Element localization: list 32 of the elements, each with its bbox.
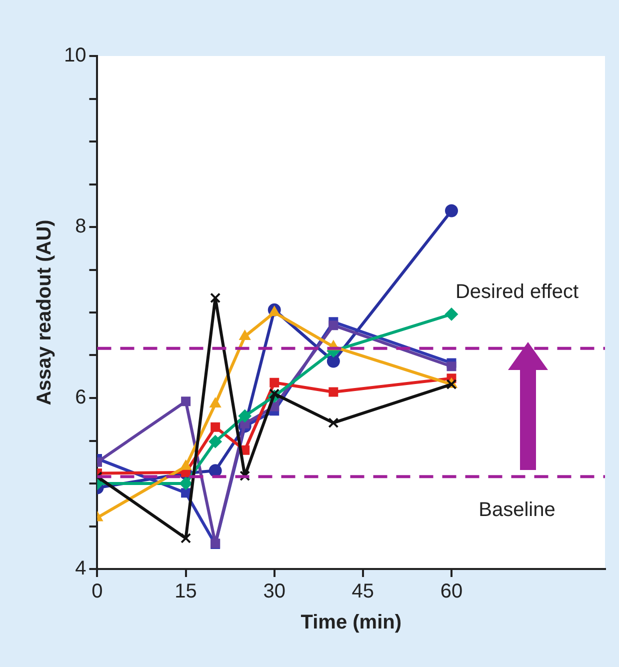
x-tick-label: 60 (440, 580, 463, 603)
point (238, 409, 252, 422)
y-tick-label: 10 (64, 44, 86, 67)
point (180, 532, 192, 544)
point (444, 204, 458, 218)
y-tick-label: 6 (75, 386, 86, 409)
point (240, 470, 250, 482)
y-axis-title: Assay readout (AU) (34, 220, 56, 406)
point (328, 418, 339, 428)
ref-line-label: Desired effect (455, 280, 579, 303)
point (328, 320, 338, 330)
y-tick-label: 4 (75, 558, 86, 580)
point (208, 464, 222, 478)
point (326, 354, 340, 368)
point (270, 378, 280, 388)
point (268, 306, 280, 316)
point (179, 477, 192, 490)
point (269, 388, 280, 399)
x-tick-label: 15 (174, 580, 197, 603)
point (210, 422, 220, 432)
point (446, 362, 456, 372)
y-tick-label: 8 (75, 216, 86, 238)
point (208, 435, 222, 448)
point (444, 308, 458, 321)
ref-line-label: Baseline (478, 499, 556, 522)
x-tick-label: 30 (263, 580, 286, 603)
point (328, 387, 338, 397)
x-axis-title: Time (min) (300, 612, 402, 634)
x-tick-label: 0 (92, 580, 103, 603)
point (181, 396, 191, 406)
point (210, 292, 221, 304)
x-tick-label: 45 (352, 580, 374, 603)
